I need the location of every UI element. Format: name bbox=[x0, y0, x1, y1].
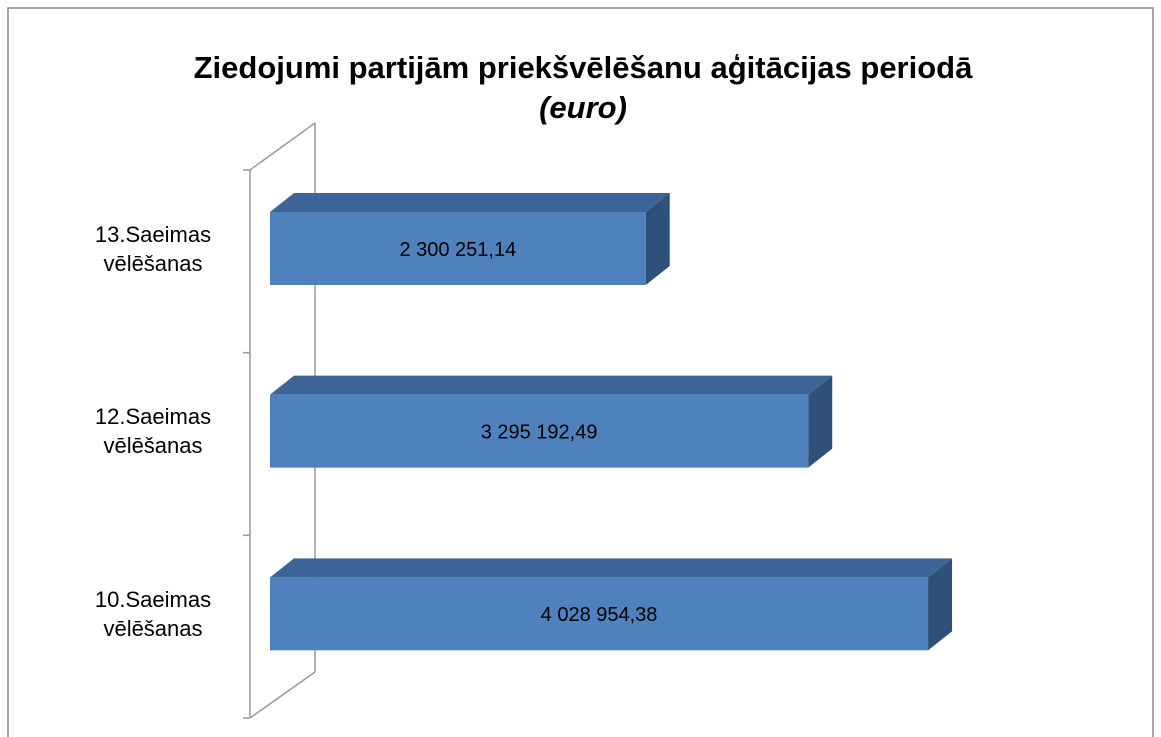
bar-side bbox=[928, 558, 953, 651]
bar bbox=[270, 212, 646, 285]
bar-top bbox=[270, 558, 953, 578]
data-label: 2 300 251,14 bbox=[399, 239, 516, 261]
data-label: 3 295 192,49 bbox=[481, 421, 598, 443]
category-label: 10.Saeimas vēlēšanas bbox=[94, 586, 212, 641]
bar bbox=[270, 394, 809, 468]
chart-subtitle: (euro) bbox=[539, 90, 627, 125]
bar-side bbox=[808, 375, 833, 468]
chart-frame bbox=[7, 7, 1154, 737]
bar-side bbox=[645, 193, 670, 285]
bar-top bbox=[270, 193, 670, 212]
bar-top bbox=[270, 375, 833, 395]
bar bbox=[270, 577, 929, 651]
category-label: 13.Saeimas vēlēšanas bbox=[94, 221, 212, 276]
chart-title: Ziedojumi partijām priekšvēlēšanu aģitāc… bbox=[194, 50, 973, 85]
data-label: 4 028 954,38 bbox=[541, 604, 658, 626]
category-label: 12.Saeimas vēlēšanas bbox=[94, 404, 212, 459]
